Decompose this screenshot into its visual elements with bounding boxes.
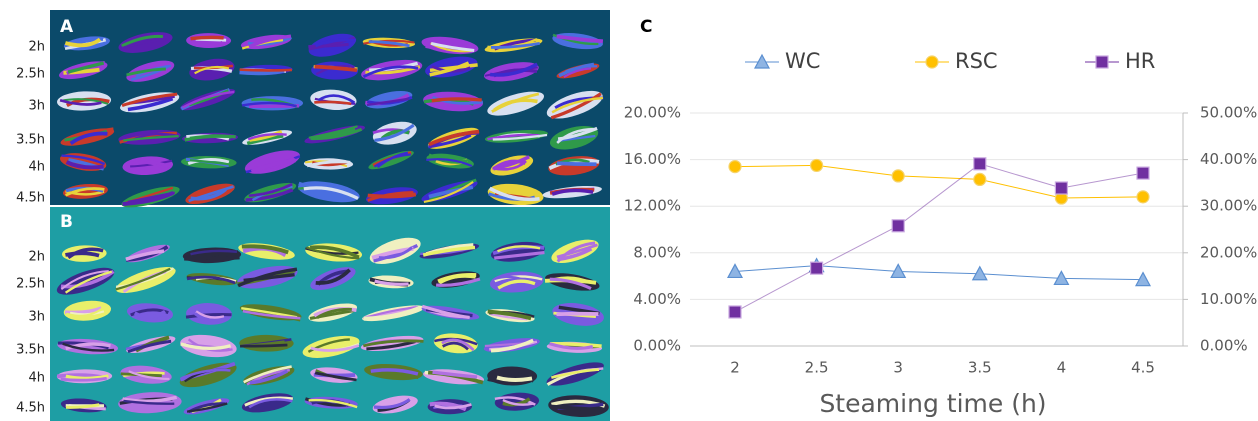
- panel-letter: C: [640, 17, 652, 37]
- row-label: 4h: [28, 160, 45, 175]
- row-label: 3h: [28, 99, 45, 114]
- marker: [1137, 167, 1149, 179]
- x-tick-label: 3: [893, 359, 903, 377]
- row-label: 2.5h: [16, 67, 45, 82]
- y-tick-label: 16.00%: [624, 150, 681, 168]
- y-tick-label: 0.00%: [633, 337, 681, 355]
- marker: [1055, 182, 1067, 194]
- y2-tick-label: 10.00%: [1200, 290, 1257, 308]
- row-label: 4.5h: [16, 191, 45, 206]
- figure: A B C Steaming time (h) 2h 2.5h 3h 3.5h 4h 4.…: [0, 0, 1258, 421]
- x-tick-label: 2: [730, 359, 740, 377]
- sample-detail: [240, 345, 287, 347]
- legend-label: HR: [1125, 49, 1155, 73]
- legend-label: WC: [785, 49, 820, 73]
- y-tick-label: 12.00%: [624, 197, 681, 215]
- row-label: 3.5h: [16, 343, 45, 358]
- marker: [974, 173, 986, 185]
- y2-tick-label: 0.00%: [1200, 337, 1248, 355]
- marker: [926, 56, 938, 68]
- row-label: 3.5h: [16, 133, 45, 148]
- legend-label: RSC: [955, 49, 998, 73]
- y2-tick-label: 30.00%: [1200, 197, 1257, 215]
- sample-detail: [191, 37, 224, 39]
- x-tick-label: 4.5: [1131, 359, 1155, 377]
- x-tick-label: 3.5: [968, 359, 992, 377]
- row-label: 4h: [28, 371, 45, 386]
- marker: [892, 170, 904, 182]
- marker: [729, 161, 741, 173]
- marker: [1137, 191, 1149, 203]
- series-line: [735, 266, 1143, 280]
- y2-tick-label: 20.00%: [1200, 243, 1257, 261]
- series-line: [735, 165, 1143, 198]
- marker: [892, 220, 904, 232]
- y-tick-label: 20.00%: [624, 104, 681, 122]
- x-axis-title: Steaming time (h): [819, 389, 1046, 418]
- row-label: 4.5h: [16, 401, 45, 416]
- panel-letter: B: [60, 212, 73, 232]
- row-label: 2h: [28, 40, 45, 55]
- panel-letter: A: [60, 17, 74, 37]
- row-label: 2h: [28, 250, 45, 265]
- x-tick-label: 4: [1057, 359, 1067, 377]
- x-tick-label: 2.5: [805, 359, 829, 377]
- series-line: [735, 164, 1143, 312]
- marker: [974, 158, 986, 170]
- y-tick-label: 4.00%: [633, 290, 681, 308]
- y-tick-label: 8.00%: [633, 243, 681, 261]
- row-label: 2.5h: [16, 277, 45, 292]
- marker: [811, 262, 823, 274]
- marker: [1096, 56, 1108, 68]
- y2-tick-label: 40.00%: [1200, 150, 1257, 168]
- marker: [729, 306, 741, 318]
- row-label: 3h: [28, 310, 45, 325]
- marker: [811, 159, 823, 171]
- y2-tick-label: 50.00%: [1200, 104, 1257, 122]
